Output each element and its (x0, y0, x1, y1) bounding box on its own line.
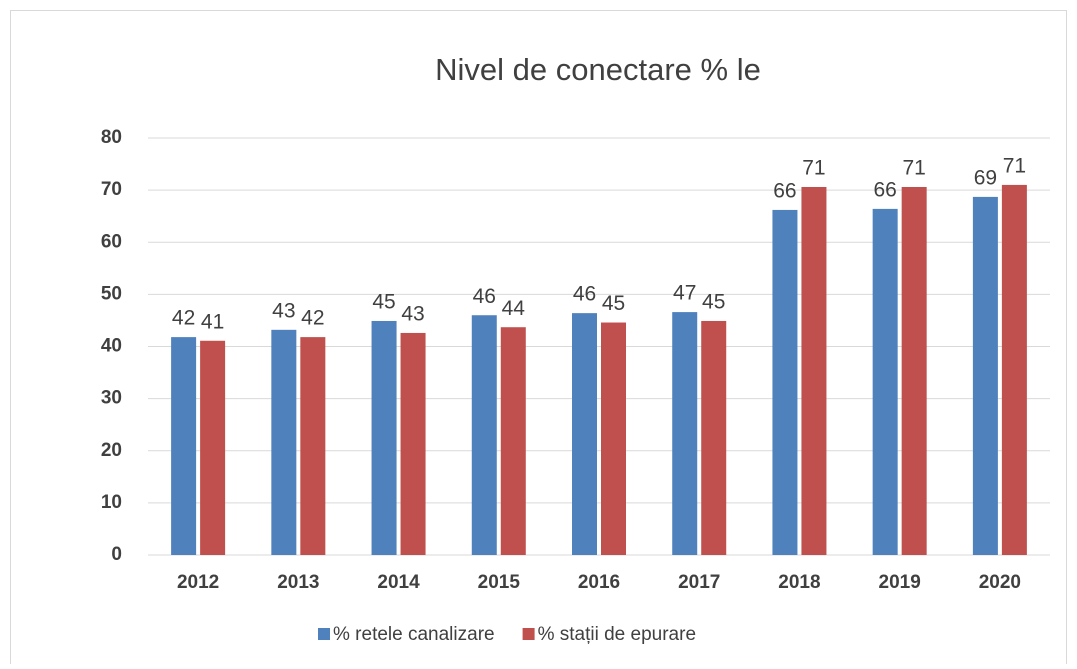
y-tick-label: 50 (101, 283, 122, 304)
y-tick-label: 30 (101, 388, 122, 409)
bar (701, 320, 727, 555)
value-label: 69 (974, 166, 997, 189)
value-label: 42 (172, 307, 195, 330)
legend-swatch (318, 628, 330, 640)
bar (872, 208, 898, 555)
bar (972, 196, 998, 555)
bar (171, 337, 197, 555)
y-tick-label: 80 (101, 127, 122, 148)
value-label: 44 (502, 297, 526, 320)
value-label: 41 (201, 310, 224, 333)
bar (371, 320, 397, 555)
x-tick-label: 2012 (177, 572, 219, 593)
x-tick-label: 2017 (678, 572, 720, 593)
value-label: 46 (473, 285, 496, 308)
bar (801, 186, 827, 555)
bar (300, 337, 326, 555)
bar (572, 313, 597, 555)
value-label: 43 (401, 302, 424, 325)
bar (471, 315, 497, 555)
bar (672, 312, 698, 555)
value-label: 45 (702, 291, 725, 314)
y-tick-label: 40 (101, 336, 122, 357)
x-tick-label: 2018 (778, 572, 820, 593)
bar (200, 340, 226, 555)
x-tick-label: 2016 (578, 572, 620, 593)
value-label: 45 (372, 291, 395, 314)
bar (271, 329, 297, 555)
chart-title: Nivel de conectare % le (435, 52, 761, 87)
x-tick-label: 2014 (377, 572, 420, 593)
legend-label: % retele canalizare (333, 624, 495, 645)
value-label: 71 (802, 157, 825, 180)
y-tick-label: 70 (101, 179, 122, 200)
value-label: 43 (272, 299, 295, 322)
y-tick-label: 20 (101, 440, 122, 461)
legend-label: % stații de epurare (538, 624, 696, 645)
value-label: 45 (602, 292, 625, 315)
x-tick-label: 2013 (277, 572, 319, 593)
bar (601, 322, 626, 555)
bar (901, 186, 927, 555)
x-tick-label: 2015 (478, 572, 521, 593)
bar (500, 327, 526, 555)
legend-swatch (522, 628, 535, 640)
y-tick-label: 10 (101, 492, 122, 513)
value-label: 42 (301, 307, 324, 330)
value-label: 46 (573, 283, 596, 306)
value-label: 71 (902, 157, 925, 180)
x-tick-label: 2020 (979, 572, 1021, 593)
y-tick-label: 60 (101, 231, 122, 252)
bar (1001, 184, 1027, 555)
y-tick-label: 0 (111, 544, 122, 565)
value-label: 66 (773, 179, 796, 202)
value-label: 66 (873, 178, 896, 201)
bar (400, 332, 426, 555)
value-label: 71 (1003, 154, 1026, 177)
bar (772, 209, 798, 555)
x-tick-label: 2019 (879, 572, 921, 593)
value-label: 47 (673, 282, 696, 305)
